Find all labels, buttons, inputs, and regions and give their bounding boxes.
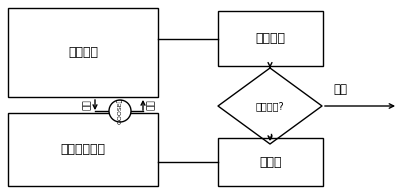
Text: 标准库: 标准库	[259, 156, 282, 169]
Bar	[218, 138, 323, 186]
Text: 驱动: 驱动	[83, 100, 92, 110]
Text: 反馈: 反馈	[147, 100, 155, 110]
Text: 测控闭锁: 测控闭锁	[256, 32, 285, 45]
Bar	[8, 8, 158, 97]
Bar	[218, 11, 323, 66]
Circle shape	[109, 100, 131, 122]
Text: 结果: 结果	[333, 83, 347, 96]
Text: 是否一致?: 是否一致?	[256, 101, 284, 111]
Text: 全站测控: 全站测控	[68, 46, 98, 59]
Text: 模拟智能终端: 模拟智能终端	[61, 143, 105, 156]
Text: GOOSE网: GOOSE网	[117, 98, 123, 124]
Bar	[8, 113, 158, 186]
